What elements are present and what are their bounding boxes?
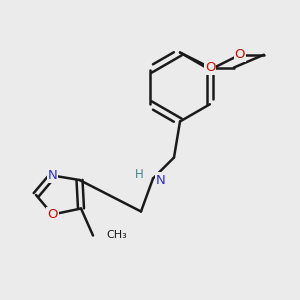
Text: CH₃: CH₃: [106, 230, 127, 241]
Text: O: O: [47, 208, 58, 221]
Text: H: H: [135, 168, 144, 182]
Text: N: N: [48, 169, 57, 182]
Text: O: O: [205, 61, 215, 74]
Text: O: O: [235, 48, 245, 61]
Text: N: N: [156, 173, 165, 187]
